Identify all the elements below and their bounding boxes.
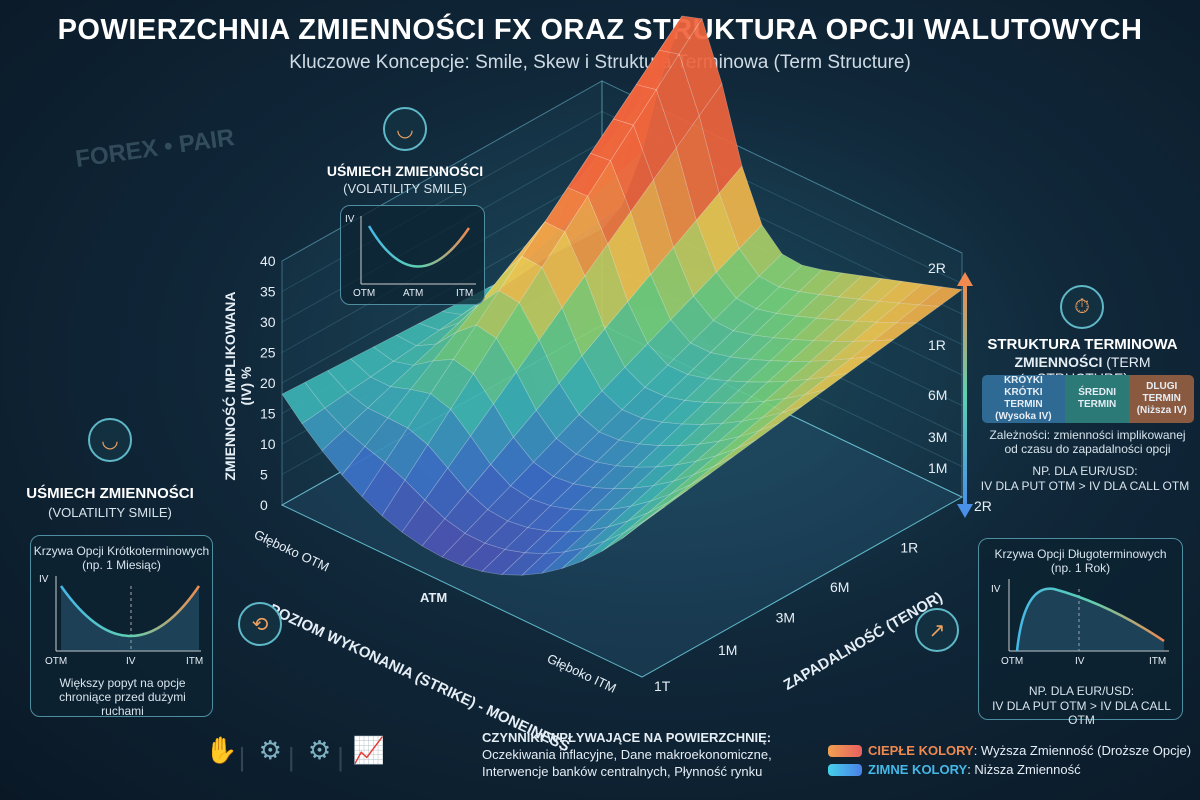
iv-tick-label: 25 xyxy=(260,345,276,361)
percent-gear-icon: ⚙ xyxy=(258,735,282,765)
short-term-y: IV xyxy=(39,574,49,585)
iv-tick-label: 30 xyxy=(260,314,276,330)
long-term-x0: OTM xyxy=(1001,656,1024,667)
surface-cell xyxy=(849,339,895,360)
page-title: POWIERZCHNIA ZMIENNOŚCI FX ORAZ STRUKTUR… xyxy=(57,14,1143,46)
top-smile-x2: ITM xyxy=(456,288,474,299)
hand-money-icon: ✋ xyxy=(205,735,237,765)
short-term-x1: IV xyxy=(126,656,136,667)
iv-tick-label: 20 xyxy=(260,375,276,391)
tenor-tick-label: 6M xyxy=(830,579,849,595)
factors-line1: Oczekiwania inflacyjne, Dane makroekonom… xyxy=(482,747,772,762)
term-ex2: IV DLA PUT OTM > IV DLA CALL OTM xyxy=(980,479,1190,493)
surface-cell xyxy=(895,304,940,324)
iv-tick-label: 15 xyxy=(260,406,276,422)
long-term-title: Krzywa Opcji Długoterminowych xyxy=(994,547,1167,561)
long-term-y: IV xyxy=(991,584,1001,595)
long-term-curve xyxy=(1008,579,1169,652)
iv-gridline xyxy=(281,80,963,262)
term-ex1: NP. DLA EUR/USD: xyxy=(1032,464,1138,478)
short-term-x2: ITM xyxy=(186,656,204,667)
tenor-tick-label: 3M xyxy=(776,610,795,626)
surface-cell xyxy=(758,406,803,432)
iv-axis-label: ZMIENNOŚĆ IMPLIKOWANA (IV) % xyxy=(222,291,254,481)
tenor-tick-label: 1M xyxy=(718,642,737,658)
iv-tick-label: 10 xyxy=(260,436,276,452)
factors-title: CZYNNIKI WPŁYWAJĄCE NA POWIERZCHNIĘ: xyxy=(482,730,772,745)
left-smile-title: UŚMIECH ZMIENNOŚCI xyxy=(26,485,194,502)
term-arrow-icon xyxy=(957,272,973,518)
refresh-icon: ⟲ xyxy=(238,602,282,646)
term-desc: Zależności: zmienności implikowanej od c… xyxy=(989,428,1186,456)
back-tenor-label: 1R xyxy=(928,337,946,353)
tenor-tick-label: 2R xyxy=(974,498,992,514)
smile-face-icon: ◡ xyxy=(88,418,132,462)
long-term-ex2: IV DLA PUT OTM > IV DLA CALL OTM xyxy=(992,699,1171,727)
stopwatch-icon: ⏱ xyxy=(1060,285,1104,329)
surface-cell xyxy=(736,422,780,449)
long-term-x2: ITM xyxy=(1149,656,1167,667)
term-seg-short: KRÓYKI KRÓTKI TERMIN (Wysoka IV) xyxy=(982,375,1065,423)
back-tenor-label: 3M xyxy=(928,429,947,445)
long-term-panel: Krzywa Opcji Długoterminowych (np. 1 Rok… xyxy=(978,538,1183,727)
top-smile-y: IV xyxy=(345,214,355,225)
top-smile-x0: OTM xyxy=(353,288,376,299)
short-term-note: Większy popyt na opcje chroniące przed d… xyxy=(59,676,186,718)
back-tenor-label: 2R xyxy=(928,260,946,276)
term-seg-short-sub: (Wysoka IV) xyxy=(995,411,1052,422)
short-term-x0: OTM xyxy=(45,656,68,667)
term-seg-long: DLUGI TERMIN (Niższa IV) xyxy=(1129,375,1194,423)
long-term-ex1: NP. DLA EUR/USD: xyxy=(1028,684,1135,698)
strike-tick-atm: ATM xyxy=(420,590,448,605)
surface-cell xyxy=(690,456,734,485)
surface-cell xyxy=(713,439,757,467)
tenor-tick-label: 1R xyxy=(900,539,918,555)
surface-cell xyxy=(804,372,848,396)
short-term-sub: (np. 1 Miesiąc) xyxy=(82,558,161,572)
top-smile-x1: ATM xyxy=(403,288,424,299)
tenor-tick-label: 1T xyxy=(654,678,671,694)
factors-line2: Interwencje banków centralnych, Płynność… xyxy=(482,764,763,779)
back-tenor-label: 6M xyxy=(928,387,947,403)
top-smile-subtitle: (VOLATILITY SMILE) xyxy=(343,181,467,196)
left-smile-subtitle: (VOLATILITY SMILE) xyxy=(48,505,172,520)
short-term-panel: Krzywa Opcji Krótkoterminowych (np. 1 Mi… xyxy=(30,535,213,718)
long-term-sub: (np. 1 Rok) xyxy=(1050,561,1111,575)
top-smile-curve xyxy=(360,216,476,285)
smile-icon: ◡ xyxy=(383,107,427,151)
legend-warm: CIEPŁE KOLORY: Wyższa Zmienność (Droższe… xyxy=(828,743,1191,758)
term-title: STRUKTURA TERMINOWA xyxy=(987,336,1178,353)
iv-tick-label: 0 xyxy=(260,497,268,513)
surface-cell xyxy=(644,489,688,521)
growth-chart-icon: 📈 xyxy=(352,735,385,765)
iv-tick-label: 5 xyxy=(260,467,268,483)
top-smile-panel: IV OTM ATM ITM xyxy=(340,205,485,305)
short-term-title: Krzywa Opcji Krótkoterminowych xyxy=(33,544,210,558)
top-smile-title: UŚMIECH ZMIENNOŚCI xyxy=(326,163,484,179)
legend: CIEPŁE KOLORY: Wyższa Zmienność (Droższe… xyxy=(828,743,1191,777)
legend-cool: ZIMNE KOLORY: Niższa Zmienność xyxy=(828,762,1191,777)
term-seg-mid: ŚREDNI TERMIN xyxy=(1064,375,1130,423)
short-term-curve xyxy=(55,576,201,652)
back-tenor-label: 1M xyxy=(928,460,947,476)
long-term-x1: IV xyxy=(1075,656,1085,667)
page-subtitle: Kluczowe Koncepcje: Smile, Skew i Strukt… xyxy=(289,52,911,73)
term-title2: ZMIENNOŚCI xyxy=(1014,354,1103,370)
factor-icons: ✋| ⚙ | ⚙ | 📈 xyxy=(205,735,385,772)
surface-cell xyxy=(621,506,666,539)
iv-tick-label: 35 xyxy=(260,284,276,300)
iv-tick-label: 40 xyxy=(260,253,276,269)
dollar-gear-icon: ⚙ xyxy=(307,735,332,765)
term-segments: KRÓYKI KRÓTKI TERMIN (Wysoka IV) ŚREDNI T… xyxy=(982,375,1194,423)
trend-up-icon: ↗ xyxy=(915,608,959,652)
surface-cell xyxy=(667,473,711,503)
